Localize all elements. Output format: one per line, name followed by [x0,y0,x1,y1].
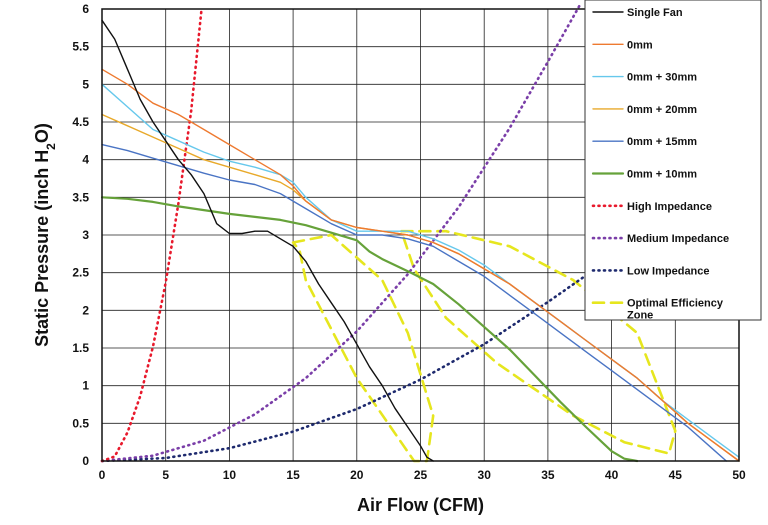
y-tick-label: 6 [82,2,89,16]
legend: Single Fan 0mm 0mm + 30mm 0mm + 20mm 0mm + 1… [584,0,762,322]
y-tick-label: 5.5 [72,40,89,54]
y-tick-label: 1 [82,379,89,393]
legend-label: Low Impedance [627,265,710,277]
x-tick-label: 30 [478,468,492,482]
x-tick-label: 5 [162,468,169,482]
series-line-0mm-15mm [101,143,727,462]
legend-label: Optimal Efficiency Zone [627,298,724,322]
legend-label: 0mm + 15mm [627,136,697,148]
series-line-medium-impedance [100,3,582,463]
y-axis-title: Static Pressure (inch H2O) [32,123,58,347]
y-tick-label: 4.5 [72,115,89,129]
series-line-0mm-10mm [100,196,639,463]
legend-label: 0mm [627,39,653,51]
series-line-low-impedance [100,271,592,463]
y-tick-label: 0 [82,454,89,468]
series-layer [100,3,740,463]
series-line-0mm [101,68,740,462]
y-tick-labels: 0 0.5 1 1.5 2 2.5 3 3.5 4 4.5 5 5.5 6 [72,2,89,468]
series-line-single-fan [101,19,434,462]
legend-box [584,0,762,321]
x-tick-label: 45 [669,468,683,482]
legend-label: 0mm + 10mm [627,169,697,181]
legend-label: High Impedance [627,201,712,213]
y-tick-label: 3 [82,228,89,242]
x-tick-label: 15 [286,468,300,482]
series-line-high-impedance [100,9,203,463]
y-tick-label: 3.5 [72,190,89,204]
legend-label: Single Fan [627,7,683,19]
legend-label: 0mm + 30mm [627,72,697,84]
x-tick-label: 20 [350,468,364,482]
y-tick-label: 2 [82,303,89,317]
x-tick-label: 35 [541,468,555,482]
x-tick-label: 0 [99,468,106,482]
y-tick-label: 0.5 [72,416,89,430]
x-tick-label: 10 [223,468,237,482]
y-tick-label: 4 [82,153,89,167]
x-axis-title: Air Flow (CFM) [357,495,484,515]
y-tick-label: 1.5 [72,341,89,355]
y-tick-label: 2.5 [72,266,89,280]
x-tick-labels: 0 5 10 15 20 25 30 35 40 45 50 [99,468,746,482]
x-tick-label: 25 [414,468,428,482]
x-tick-label: 40 [605,468,619,482]
legend-label: Medium Impedance [627,233,729,245]
y-tick-label: 5 [82,77,89,91]
x-tick-label: 50 [732,468,746,482]
series-line-optimal-efficiency-zone [400,229,677,455]
legend-label: 0mm + 20mm [627,104,697,116]
